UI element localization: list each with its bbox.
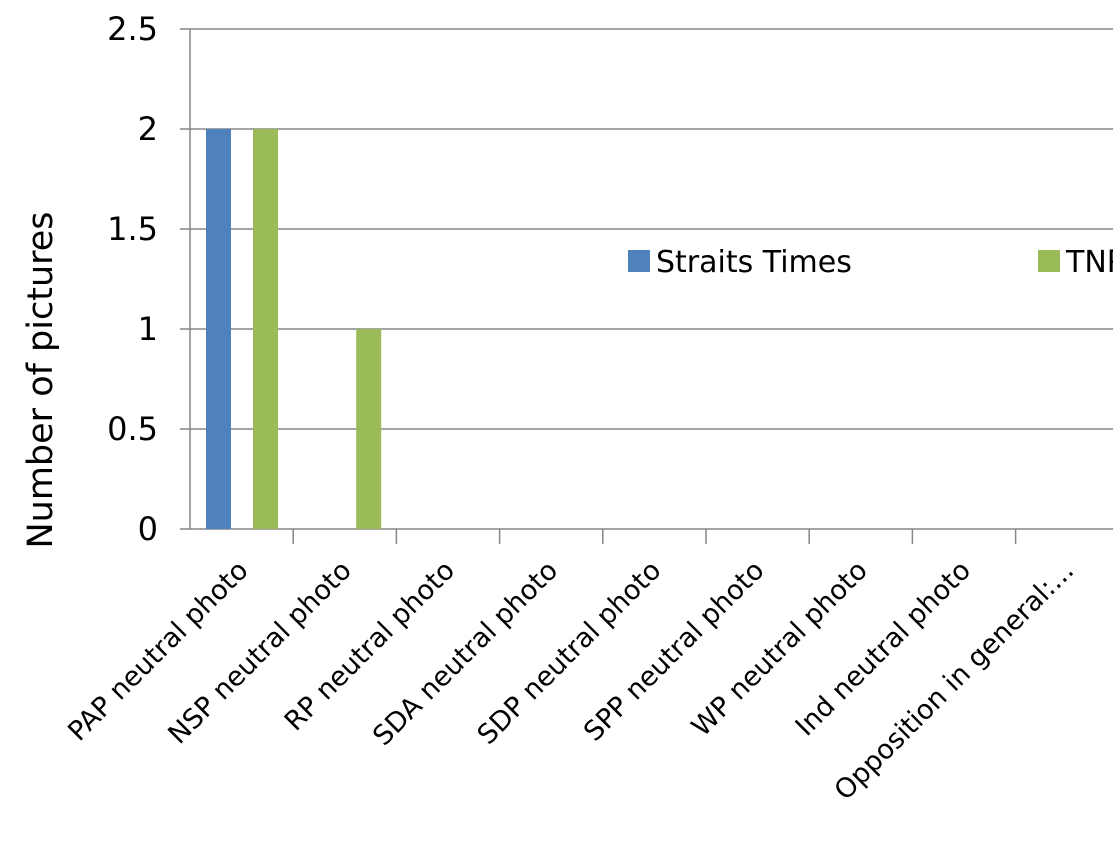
y-tick-label: 0 <box>138 510 158 548</box>
legend-swatch <box>628 250 650 272</box>
bar-tnp <box>253 129 278 529</box>
bar-tnp <box>356 329 382 529</box>
legend-label: TNP <box>1065 245 1113 280</box>
bars <box>206 129 382 529</box>
legend: Straits Times TNP <box>628 245 1113 280</box>
y-axis-title: Number of pictures <box>21 211 61 548</box>
y-tick-labels: 0 0.5 1 1.5 2 2.5 <box>107 10 158 548</box>
bar-straits-times <box>206 129 231 529</box>
x-tick-label: NSP neutral photo <box>162 555 357 750</box>
axes <box>189 29 1113 544</box>
y-tick-label: 1.5 <box>107 210 158 248</box>
x-tick-label: SPP neutral photo <box>578 555 771 748</box>
x-tick-label: SDP neutral photo <box>472 555 668 751</box>
legend-swatch <box>1038 250 1060 272</box>
legend-label: Straits Times <box>656 245 852 280</box>
y-tick-label: 2 <box>138 110 158 148</box>
y-tick-label: 0.5 <box>107 410 158 448</box>
y-tick-label: 1 <box>138 310 158 348</box>
y-tick-label: 2.5 <box>107 10 158 48</box>
x-tick-label: PAP neutral photo <box>62 555 254 747</box>
x-tick-label: RP neutral photo <box>279 555 461 737</box>
gridlines <box>180 28 1113 530</box>
x-tick-label: WP neutral photo <box>686 555 874 743</box>
x-tick-label: Ind neutral photo <box>790 555 977 742</box>
x-tick-label: SDA neutral photo <box>367 555 564 752</box>
